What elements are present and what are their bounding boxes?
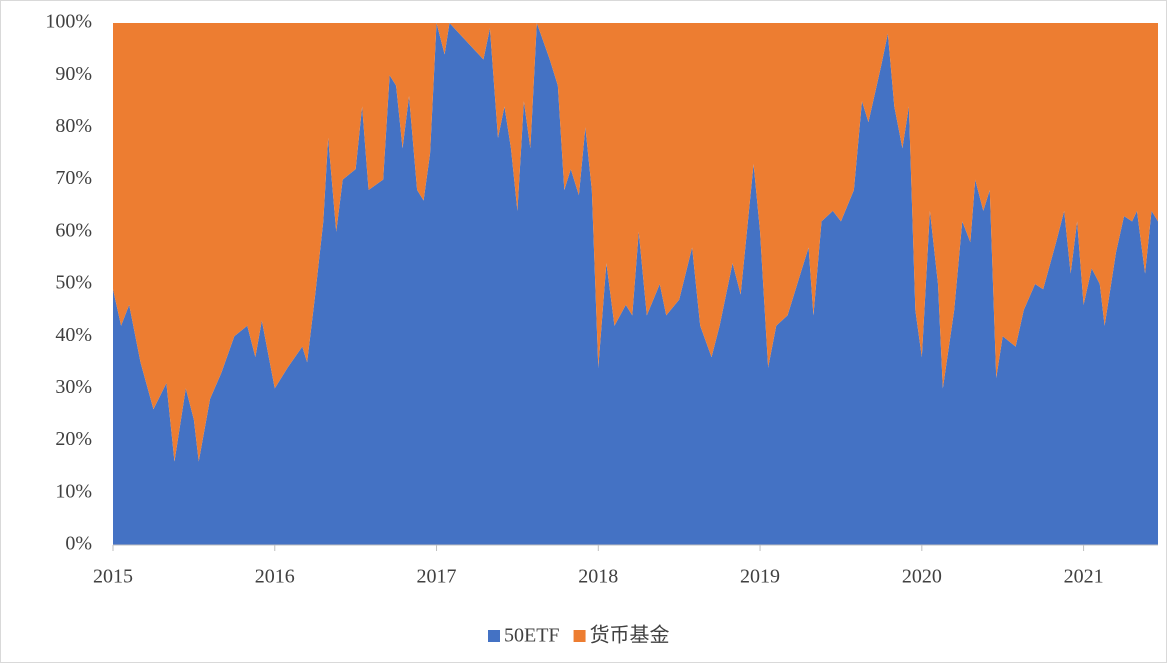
area <box>113 23 1158 462</box>
area <box>113 23 1158 545</box>
legend-label: 货币基金 <box>590 624 670 647</box>
y-tick-label: 90% <box>55 63 92 85</box>
y-tick-label: 50% <box>55 272 92 294</box>
y-tick-label: 80% <box>55 115 92 137</box>
legend-swatch <box>488 630 500 642</box>
legend-label: 50ETF <box>504 625 560 647</box>
y-tick-label: 20% <box>55 428 92 450</box>
y-tick-label: 60% <box>55 219 92 241</box>
y-tick-label: 40% <box>55 324 92 346</box>
x-tick-label: 2018 <box>578 566 618 588</box>
y-tick-label: 10% <box>55 480 92 502</box>
x-tick-label: 2020 <box>902 566 942 588</box>
x-tick-label: 2016 <box>255 566 295 588</box>
y-tick-label: 0% <box>65 533 92 555</box>
legend-swatch <box>573 630 586 642</box>
y-tick-label: 100% <box>45 11 92 33</box>
x-tick-label: 2021 <box>1064 566 1104 588</box>
x-tick-label: 2019 <box>740 566 780 588</box>
x-tick-label: 2015 <box>93 566 133 588</box>
y-tick-label: 70% <box>55 167 92 189</box>
y-tick-label: 30% <box>55 376 92 398</box>
x-tick-label: 2017 <box>417 566 457 588</box>
